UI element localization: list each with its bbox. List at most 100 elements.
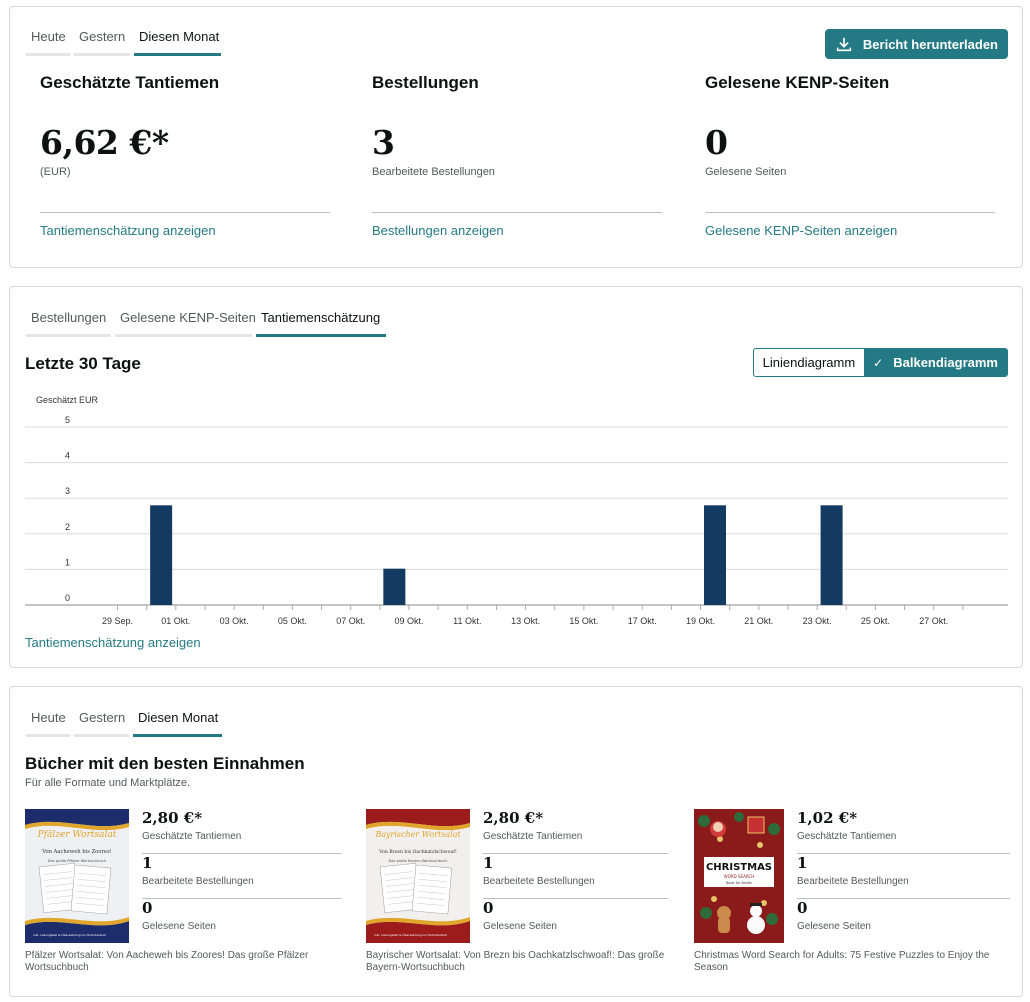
book-title[interactable]: Christmas Word Search for Adults: 75 Fes… (694, 950, 1004, 974)
tab-today[interactable]: Heute (26, 710, 70, 737)
download-icon (836, 37, 852, 52)
x-tick-label: 17 Okt. (628, 616, 657, 626)
bar (150, 505, 173, 605)
book-title-line: Wortsuchbuch (25, 962, 89, 973)
tab-orders[interactable]: Bestellungen (26, 310, 111, 337)
bar-chart-label: Balkendiagramm (893, 355, 998, 370)
book-title[interactable]: Bayrischer Wortsalat: Von Brezn bis Oach… (366, 950, 686, 974)
tab-today[interactable]: Heute (26, 29, 70, 56)
cover-footer: inkl. Lösungsteil & Übersetzung ins Hoch… (33, 932, 106, 937)
y-tick-label: 2 (65, 522, 70, 532)
book-cover[interactable]: Bayrischer Wortsalat Von Brezn bis Oachk… (366, 809, 470, 943)
book-cover-image: Pfälzer Wortsalat Von Aacheweh bis Zoore… (25, 809, 129, 943)
orders-value: 1 (483, 854, 494, 872)
show-royalties-link[interactable]: Tantiemenschätzung anzeigen (25, 635, 201, 650)
royalty-label: Geschätzte Tantiemen (142, 831, 242, 842)
book-cover[interactable]: Pfälzer Wortsalat Von Aacheweh bis Zoore… (25, 809, 129, 943)
x-tick-label: 19 Okt. (686, 616, 715, 626)
orders-label: Bearbeitete Bestellungen (142, 876, 254, 887)
book-stats: 2,80 €* Geschätzte Tantiemen 1 Bearbeite… (142, 809, 341, 944)
top-books-card: Heute Gestern Diesen Monat Bücher mit de… (9, 686, 1023, 997)
show-orders-link[interactable]: Bestellungen anzeigen (372, 223, 504, 238)
tab-this-month[interactable]: Diesen Monat (133, 710, 222, 737)
royalty-label: Geschätzte Tantiemen (797, 831, 897, 842)
metric-sub: Gelesene Seiten (705, 166, 787, 178)
tab-yesterday[interactable]: Gestern (74, 710, 129, 737)
book-pages: 0 Gelesene Seiten (142, 899, 341, 944)
show-royalties-link[interactable]: Tantiemenschätzung anzeigen (40, 223, 216, 238)
cover-heading: CHRISTMAS (706, 862, 772, 873)
top-books-subtitle: Für alle Formate und Marktplätze. (25, 777, 191, 789)
show-kenp-link[interactable]: Gelesene KENP-Seiten anzeigen (705, 223, 898, 238)
royalty-bar-chart: Geschätzt EUR 0 1 2 3 4 5 29 Sep. 01 Okt. 03 Okt.… (25, 395, 1008, 626)
x-tick-label: 09 Okt. (394, 616, 423, 626)
pages-label: Gelesene Seiten (142, 921, 216, 932)
orders-label: Bearbeitete Bestellungen (483, 876, 595, 887)
y-tick-label: 3 (65, 486, 70, 496)
metric-title: Bestellungen (372, 73, 479, 92)
book-title-line: Season (694, 962, 728, 973)
book-orders: 1 Bearbeitete Bestellungen (142, 854, 341, 899)
metric-value: 3 (372, 123, 395, 162)
pages-value: 0 (142, 899, 153, 917)
metric-title: Geschätzte Tantiemen (40, 73, 220, 92)
y-tick-label: 1 (65, 557, 70, 567)
book-orders: 1 Bearbeitete Bestellungen (797, 854, 1010, 899)
x-tick-label: 11 Okt. (453, 616, 481, 626)
chart-card: Bestellungen Gelesene KENP-Seiten Tantie… (9, 286, 1023, 668)
cover-small: Book for Adults (726, 881, 752, 885)
book-title-line: Bayern-Wortsuchbuch (366, 962, 465, 973)
tab-this-month[interactable]: Diesen Monat (134, 29, 221, 56)
download-report-label: Bericht herunterladen (862, 36, 998, 52)
divider (372, 212, 662, 213)
orders-value: 1 (797, 854, 808, 872)
download-report-button[interactable]: Bericht herunterladen (824, 29, 1008, 59)
metric-value: 0 (705, 123, 728, 162)
bar (820, 505, 843, 605)
bar (383, 568, 406, 605)
book-cover[interactable]: CHRISTMAS WORD SEARCH Book for Adults (694, 809, 784, 943)
book-royalty: 2,80 €* Geschätzte Tantiemen (483, 809, 668, 854)
cover-small: Das große Bayern-Wortsuchbuch (389, 859, 448, 863)
x-tick-label: 27 Okt. (919, 616, 948, 626)
metric-royalties: Geschätzte Tantiemen 6,62 €* (EUR) Tanti… (40, 73, 330, 238)
metric-orders: Bestellungen 3 Bearbeitete Bestellungen … (372, 73, 662, 238)
cover-footer: inkl. Lösungsteil & Übersetzung ins Hoch… (374, 932, 447, 937)
royalty-value: 2,80 €* (142, 809, 203, 827)
book-cover-image: CHRISTMAS WORD SEARCH Book for Adults (694, 809, 784, 943)
metric-sub: Bearbeitete Bestellungen (372, 166, 495, 178)
x-tick-label: 03 Okt. (220, 616, 249, 626)
x-tick-label: 23 Okt. (803, 616, 832, 626)
x-tick-label: 25 Okt. (861, 616, 890, 626)
summary-card: Heute Gestern Diesen Monat Bericht herun… (9, 6, 1023, 268)
book-title-line: Pfälzer Wortsalat: Von Aacheweh bis Zoor… (25, 950, 309, 961)
book-pages: 0 Gelesene Seiten (797, 899, 1010, 944)
check-icon: ✓ (873, 355, 884, 370)
cover-heading: Bayrischer Wortsalat (374, 830, 461, 839)
line-chart-option[interactable]: Liniendiagramm (754, 349, 864, 376)
tab-yesterday[interactable]: Gestern (74, 29, 130, 56)
pages-label: Gelesene Seiten (797, 921, 871, 932)
bar-chart-option[interactable]: ✓ Balkendiagramm (864, 349, 1007, 376)
chart-tabs: Bestellungen Gelesene KENP-Seiten Tantie… (26, 310, 386, 337)
divider (705, 212, 995, 213)
y-tick-label: 4 (65, 451, 70, 461)
book-royalty: 1,02 €* Geschätzte Tantiemen (797, 809, 1010, 854)
bar (704, 505, 726, 605)
metric-sub: (EUR) (40, 166, 71, 178)
x-tick-label: 15 Okt. (569, 616, 598, 626)
book-title[interactable]: Pfälzer Wortsalat: Von Aacheweh bis Zoor… (25, 950, 345, 974)
chart-type-toggle: Liniendiagramm ✓ Balkendiagramm (752, 348, 1008, 377)
top-books-tabs: Heute Gestern Diesen Monat (26, 710, 222, 737)
tab-royalty-estimate[interactable]: Tantiemenschätzung (256, 310, 386, 337)
cover-sub: WORD SEARCH (724, 874, 754, 879)
tab-kenp[interactable]: Gelesene KENP-Seiten (115, 310, 256, 337)
x-tick-label: 21 Okt. (744, 616, 773, 626)
pages-value: 0 (797, 899, 808, 917)
y-tick-label: 0 (65, 593, 70, 603)
x-tick-label: 01 Okt. (161, 616, 190, 626)
book-title-line: Christmas Word Search for Adults: 75 Fes… (694, 950, 990, 961)
royalty-value: 1,02 €* (797, 809, 858, 827)
book-pages: 0 Gelesene Seiten (483, 899, 668, 944)
x-tick-label: 05 Okt. (278, 616, 307, 626)
